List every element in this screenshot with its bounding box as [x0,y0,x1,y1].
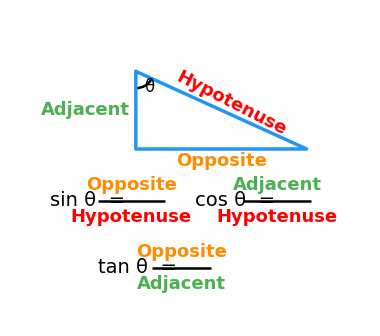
Text: Hypotenuse: Hypotenuse [217,208,338,226]
Text: Opposite: Opposite [176,152,267,170]
Text: Adjacent: Adjacent [41,101,130,119]
Text: tan θ  =: tan θ = [98,258,183,278]
Text: cos θ  =: cos θ = [195,191,281,210]
Text: sin θ  =: sin θ = [51,191,132,210]
Text: Adjacent: Adjacent [233,176,322,194]
Text: Opposite: Opposite [136,243,227,261]
Text: Adjacent: Adjacent [137,275,226,293]
Text: Opposite: Opposite [86,176,177,194]
Text: Hypotenuse: Hypotenuse [71,208,192,226]
Text: θ: θ [144,78,154,96]
Text: Hypotenuse: Hypotenuse [174,68,290,139]
